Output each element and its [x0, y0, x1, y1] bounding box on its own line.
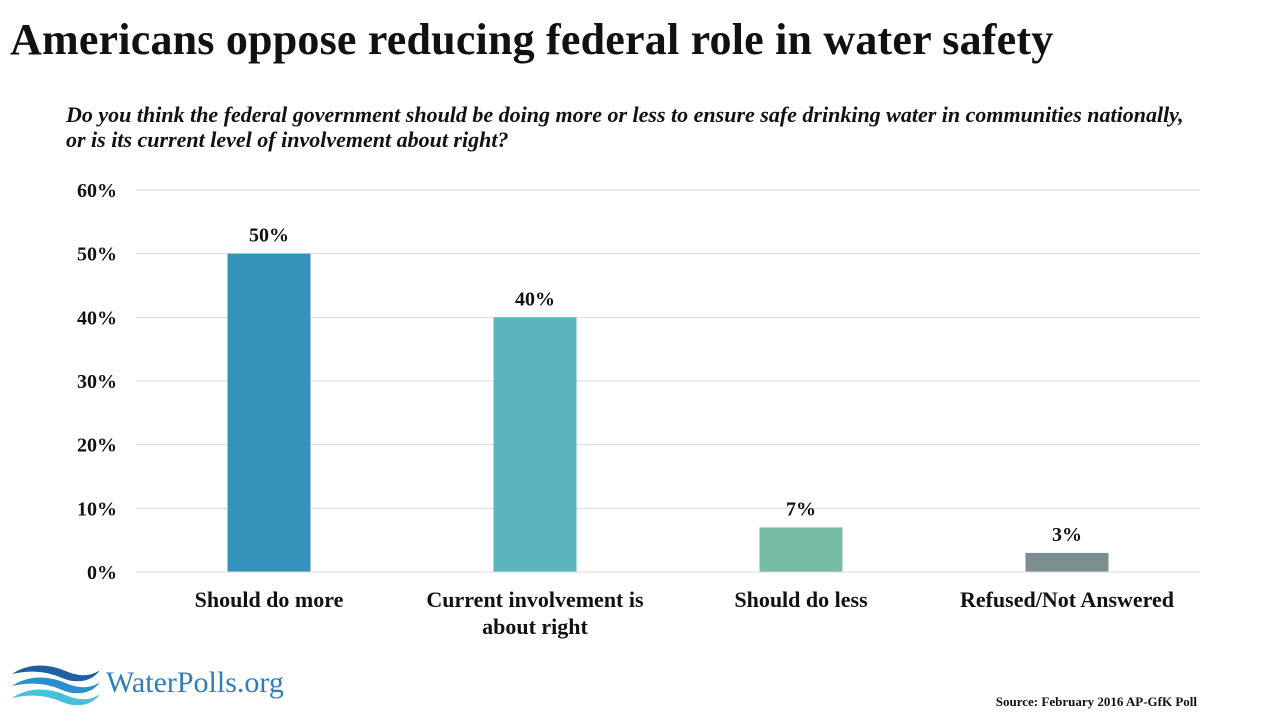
bar: [493, 317, 577, 572]
data-label: 50%: [249, 225, 289, 247]
x-category-label: Should do more: [195, 587, 344, 612]
source-note: Source: February 2016 AP-GfK Poll: [995, 694, 1197, 709]
y-tick-label: 10%: [77, 498, 117, 520]
x-category-label: Refused/Not Answered: [960, 587, 1174, 612]
data-label: 7%: [786, 498, 816, 520]
y-tick-label: 40%: [77, 307, 117, 329]
bar: [227, 253, 311, 572]
y-tick-label: 20%: [77, 435, 117, 457]
x-category-label: Current involvement is about right: [426, 587, 644, 639]
water-waves-icon: [12, 665, 100, 706]
x-category-label-line: Current involvement is: [426, 587, 644, 612]
bar: [759, 527, 843, 572]
x-category-label: Should do less: [734, 587, 868, 612]
data-label: 3%: [1052, 524, 1082, 546]
data-label: 40%: [515, 288, 555, 310]
x-category-label-line: about right: [482, 614, 588, 639]
waterpolls-logo: WaterPolls.org: [10, 660, 300, 710]
chart-title: Americans oppose reducing federal role i…: [10, 15, 1054, 64]
y-tick-label: 60%: [77, 180, 117, 202]
bar: [1025, 552, 1109, 572]
logo-text: WaterPolls.org: [106, 666, 284, 699]
bar-chart: 0% 10% 20% 30% 40% 50% 60% 50% Should do more 40%…: [77, 180, 1200, 639]
chart-subtitle: Do you think the federal government shou…: [66, 102, 1184, 152]
y-tick-label: 50%: [77, 244, 117, 266]
x-category-label-line: Should do less: [734, 587, 868, 612]
x-category-label-line: Should do more: [195, 587, 344, 612]
y-tick-label: 0%: [87, 562, 117, 584]
x-category-label-line: Refused/Not Answered: [960, 587, 1174, 612]
y-tick-label: 30%: [77, 371, 117, 393]
